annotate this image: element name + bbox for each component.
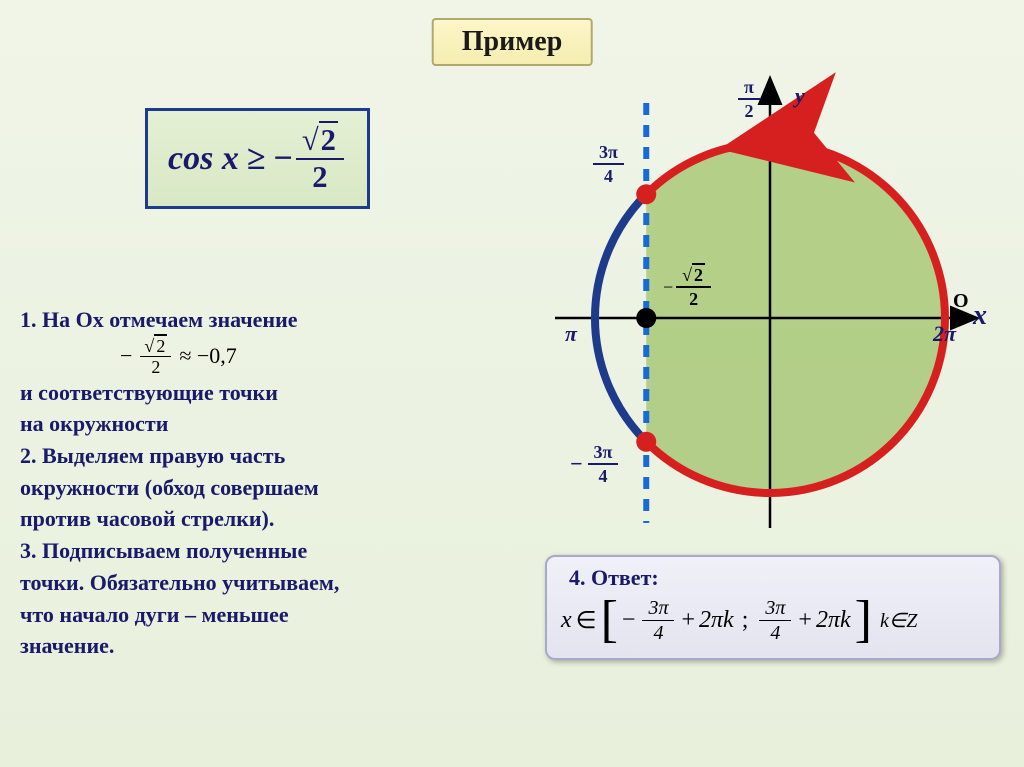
label-3pi4: 3π4 — [590, 143, 627, 185]
ineq-lhs: cos x — [168, 140, 239, 178]
answer-expression: x ∈ [ − 3π4 + 2πk ; 3π4 + 2πk ] k∈Z — [561, 597, 985, 644]
step1-line1: 1. На Ох отмечаем значение — [20, 307, 298, 332]
step3-line3: что начало дуги – меньшее — [20, 602, 289, 627]
step2-line1: 2. Выделяем правую часть — [20, 443, 285, 468]
step1-sign: − — [120, 341, 132, 371]
point-bottom — [636, 432, 656, 452]
step3-line1: 3. Подписываем полученные — [20, 538, 307, 563]
unit-circle-diagram: y x O π 2π π2 3π4 − 3π4 − 22 — [505, 68, 995, 548]
label-pi: π — [565, 321, 577, 347]
title-box: Пример — [432, 18, 593, 66]
label-y: y — [795, 83, 805, 109]
step2-line2: окружности (обход совершаем — [20, 475, 319, 500]
label-neg-3pi4: − 3π4 — [570, 443, 621, 485]
label-O: O — [953, 290, 969, 313]
label-center-value: − 22 — [663, 266, 714, 308]
ineq-frac: 2 2 — [296, 125, 344, 192]
step2-line3: против часовой стрелки). — [20, 506, 274, 531]
direction-arrow-icon — [743, 143, 805, 146]
ineq-op: ≥ — [247, 140, 266, 178]
label-2pi: 2π — [933, 321, 956, 347]
step1-approx: ≈ −0,7 — [179, 341, 236, 371]
point-top — [636, 184, 656, 204]
step1-line3: на окружности — [20, 411, 168, 436]
point-center — [636, 308, 656, 328]
title-text: Пример — [462, 26, 563, 57]
answer-label: 4. Ответ: — [569, 565, 985, 591]
sqrt-icon: 2 — [302, 125, 338, 156]
inequality-box: cos x ≥ − 2 2 — [145, 108, 370, 209]
answer-box: 4. Ответ: x ∈ [ − 3π4 + 2πk ; 3π4 + 2πk … — [545, 555, 1001, 660]
step3-line2: точки. Обязательно учитываем, — [20, 570, 339, 595]
ineq-sign: − — [274, 140, 293, 178]
step1-frac: 2 2 — [140, 337, 171, 376]
step3-line4: значение. — [20, 633, 114, 658]
step1-line2: и соответствующие точки — [20, 380, 278, 405]
steps-block: 1. На Ох отмечаем значение − 2 2 ≈ −0,7 … — [20, 305, 500, 663]
label-pi2: π2 — [735, 78, 763, 120]
label-x: x — [973, 300, 987, 332]
